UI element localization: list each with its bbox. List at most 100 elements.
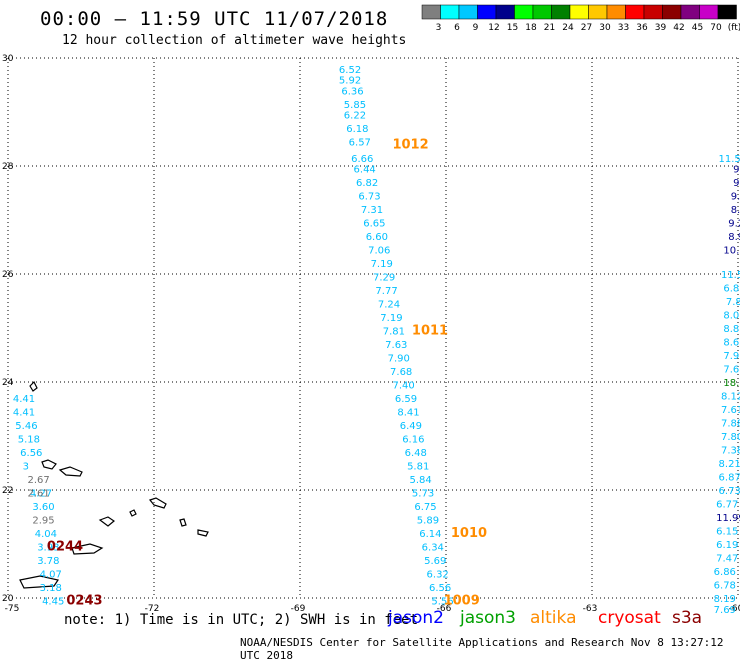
data-point-label: 7.38 [721,446,740,457]
coastline-outline [29,380,38,392]
data-point-label: 3.78 [37,556,59,567]
data-point-label: 6.44 [354,165,376,176]
data-point-label: 8.41 [397,408,419,419]
coastline-outline [58,466,83,477]
data-point-label: 8.07 [723,311,740,322]
data-point-label: 4.45 [42,597,64,608]
data-point-label: 3.93 [37,543,59,554]
data-point-label: 0244 [47,540,83,555]
legend-altika: altika [530,608,577,628]
footer-note: note: 1) Time is in UTC; 2) SWH is in fe… [64,612,419,628]
data-point-label: 9.0 [733,165,740,176]
data-point-label: 5.69 [424,556,446,567]
data-point-label: 7.69 [714,605,736,616]
colorbar-label: 39 [655,23,667,33]
data-point-label: 6.65 [363,219,385,230]
data-point-label: 5.73 [412,489,434,500]
data-point-label: 6.22 [344,111,366,122]
data-point-label: 5.84 [410,475,432,486]
data-point-label: 11.50 [721,270,740,281]
x-tick-label: -75 [5,604,20,614]
data-point-label: 6.18 [346,124,368,135]
data-point-label: 8.21 [719,459,740,470]
colorbar-swatch [699,4,719,20]
colorbar-label: 42 [673,23,684,33]
data-point-label: 6.60 [366,232,388,243]
data-point-label: 8.9 [728,232,740,243]
colorbar-swatch [717,4,737,20]
data-point-label: 6.82 [356,178,378,189]
x-tick-label: -60 [729,604,740,614]
data-point-label: 0243 [66,594,102,609]
data-point-label: 3.18 [40,583,62,594]
data-point-label: 7.29 [373,273,395,284]
data-point-label: 6.52 [339,65,361,76]
data-point-label: 6.83 [723,284,740,295]
colorbar-swatch [588,4,608,20]
data-point-label: 7.31 [361,205,383,216]
data-point-label: 2.61 [27,489,49,500]
data-point-label: 7.68 [390,367,412,378]
coastline-outline [19,575,59,589]
data-point-label: 9.4 [733,178,740,189]
data-point-label: 6.15 [716,527,738,538]
data-point-label: 1011 [412,324,448,339]
colorbar-swatch [495,4,515,20]
data-point-label: 7.88 [721,419,740,430]
data-point-label: 6.34 [422,543,444,554]
data-point-label: 6.16 [402,435,424,446]
data-point-label: 4.41 [13,408,35,419]
coastline-outline [148,497,167,509]
data-point-label: 1010 [451,526,487,541]
y-tick-label: 28 [2,162,14,172]
colorbar-swatch [477,4,497,20]
data-point-label: 11.99 [716,513,740,524]
data-point-label: 5.56 [431,597,453,608]
data-point-label: 3 [23,462,29,473]
coastline-outline [41,459,57,470]
data-point-label: 6.73 [358,192,380,203]
data-point-label: 6.56 [20,448,42,459]
legend-s3a: s3a [672,608,703,628]
colorbar-swatch [662,4,682,20]
data-point-label: 7.24 [378,300,400,311]
coastline-outline [129,509,137,517]
data-point-label: 6.57 [349,138,371,149]
data-point-label: 7.68 [723,365,740,376]
colorbar-label: 18 [525,23,537,33]
coastline-outline [197,529,209,537]
data-point-label: 6.66 [351,154,373,165]
page-subtitle: 12 hour collection of altimeter wave hei… [62,33,407,48]
data-point-label: 6.56 [429,583,451,594]
data-point-label: 7.19 [371,259,393,270]
data-point-label: 5.92 [339,76,361,87]
data-point-label: 7.91 [723,351,740,362]
data-point-label: 7.80 [726,297,740,308]
y-tick-label: 22 [2,486,13,496]
data-point-label: 7.81 [383,327,405,338]
data-point-label: 4.27 [30,489,52,500]
data-point-label: 6.87 [719,473,740,484]
data-point-label: 6.75 [414,502,436,513]
colorbar-label: 3 [436,23,442,33]
data-point-label: 10.27 [723,246,740,257]
data-point-label: 2.95 [32,516,54,527]
data-point-label: 8.19 [714,594,736,605]
data-point-label: 7.77 [375,286,397,297]
data-point-label: 8.8 [731,205,740,216]
colorbar-swatch [606,4,626,20]
x-tick-label: -63 [583,604,598,614]
data-point-label: 6.86 [714,567,736,578]
y-tick-label: 20 [2,594,14,604]
data-point-label: 1012 [392,137,428,152]
data-point-label: 2.67 [27,475,49,486]
data-point-label: 7.63 [385,340,407,351]
data-point-label: 7.47 [716,554,738,565]
data-point-label: 4.07 [40,570,62,581]
colorbar-label: 12 [488,23,499,33]
colorbar-label: 33 [618,23,629,33]
data-point-label: 6.73 [719,486,740,497]
legend-jason2: jason2 [388,608,444,628]
colorbar-label: 45 [692,23,703,33]
